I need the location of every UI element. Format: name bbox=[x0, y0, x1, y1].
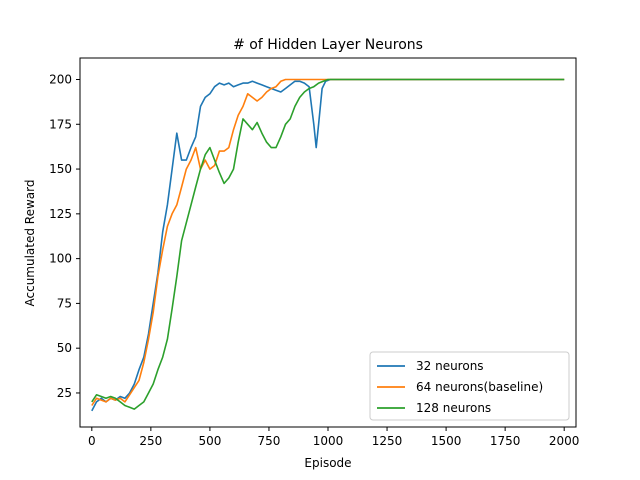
x-axis-label: Episode bbox=[304, 456, 351, 470]
y-tick-label: 50 bbox=[57, 341, 72, 355]
plot-lines bbox=[91, 78, 565, 412]
x-tick-label: 1000 bbox=[313, 434, 344, 448]
y-axis-label: Accumulated Reward bbox=[23, 180, 37, 307]
x-tick-label: 0 bbox=[88, 434, 96, 448]
legend: 32 neurons 64 neurons(baseline) 128 neuron… bbox=[369, 351, 570, 421]
y-tick-label: 25 bbox=[57, 386, 72, 400]
legend-box bbox=[369, 351, 570, 421]
series-line-3 bbox=[91, 78, 565, 410]
x-tick-label: 1750 bbox=[490, 434, 521, 448]
y-tick-label: 75 bbox=[57, 296, 72, 310]
x-tick-label: 250 bbox=[139, 434, 162, 448]
series-line-2 bbox=[91, 78, 565, 406]
chart-title: # of Hidden Layer Neurons bbox=[233, 37, 423, 53]
x-tick-label: 1250 bbox=[372, 434, 403, 448]
y-tick-label: 175 bbox=[49, 117, 72, 131]
legend-label-1: 32 neurons bbox=[416, 359, 484, 373]
x-tick-label: 1500 bbox=[431, 434, 462, 448]
legend-label-2: 64 neurons(baseline) bbox=[416, 380, 543, 394]
x-tick-label: 2000 bbox=[549, 434, 580, 448]
y-tick-label: 150 bbox=[49, 162, 72, 176]
y-tick-label: 100 bbox=[49, 252, 72, 266]
series-line-1 bbox=[91, 78, 565, 412]
x-tick-label: 750 bbox=[257, 434, 280, 448]
y-axis: 25 50 75 100 125 150 175 200 bbox=[49, 72, 80, 400]
x-tick-label: 500 bbox=[198, 434, 221, 448]
y-tick-label: 125 bbox=[49, 207, 72, 221]
x-axis: 0 250 500 750 1000 1250 1500 1750 2000 bbox=[88, 427, 579, 448]
y-tick-label: 200 bbox=[49, 72, 72, 86]
legend-label-3: 128 neurons bbox=[416, 401, 491, 415]
